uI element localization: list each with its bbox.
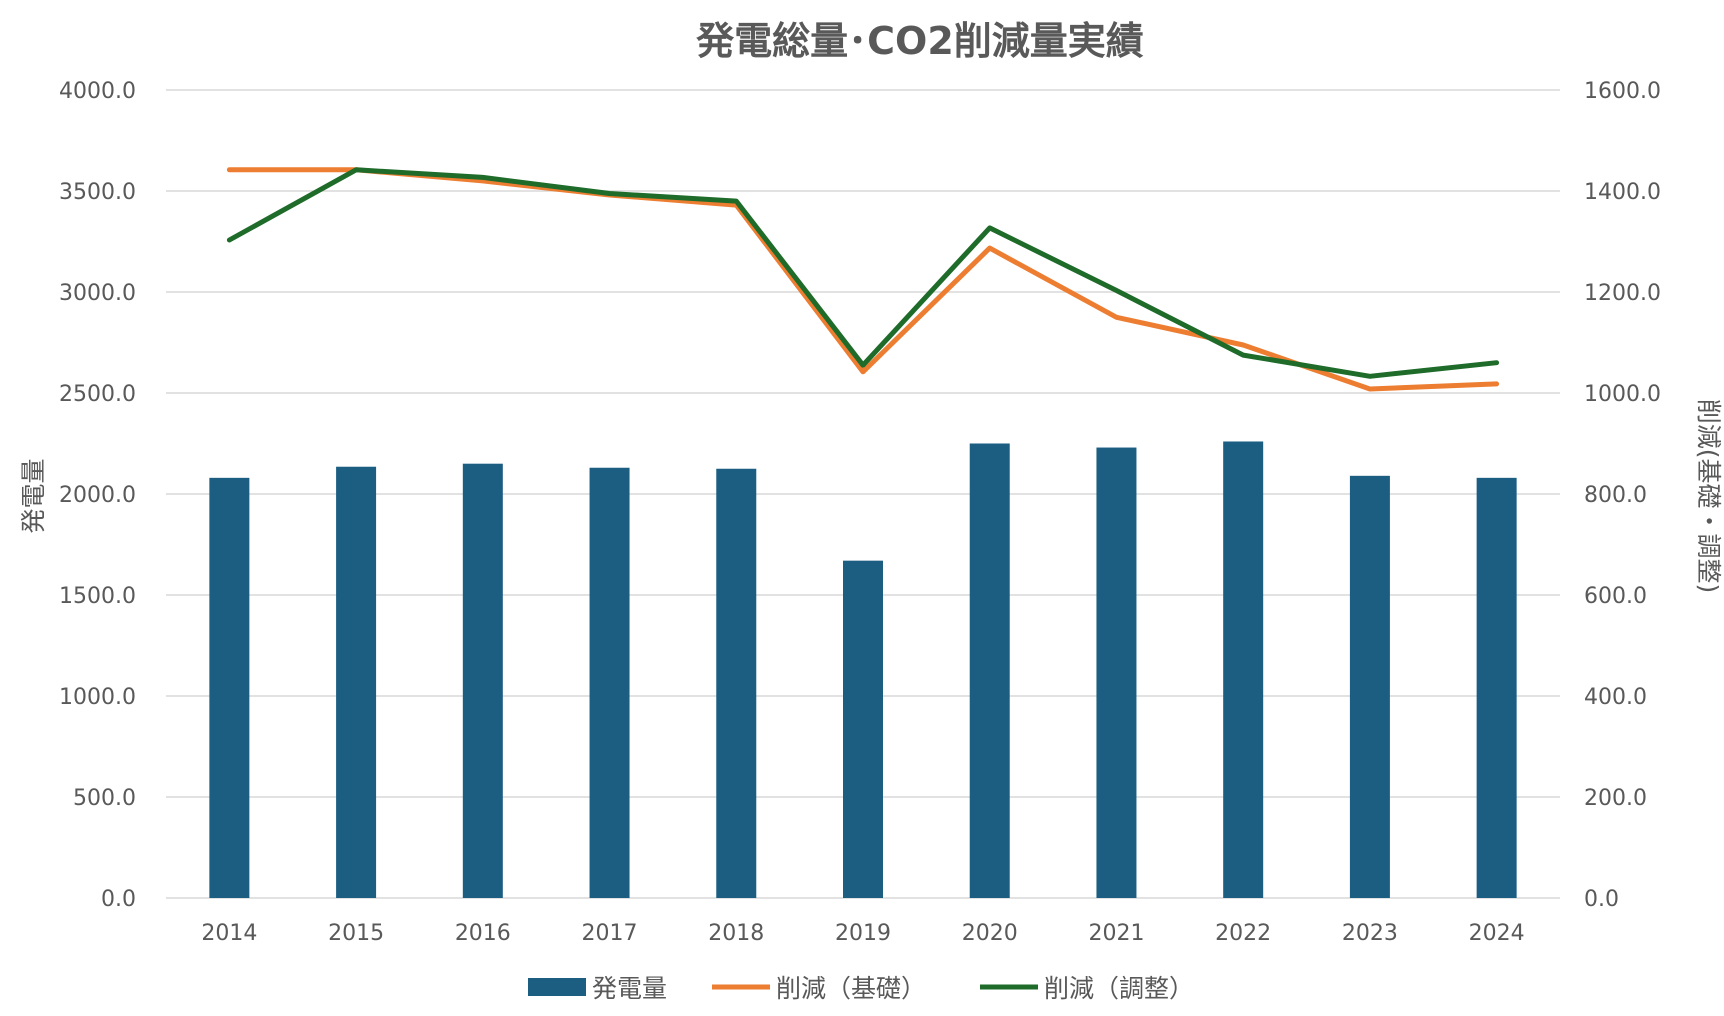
bar [843,560,883,898]
legend-label: 削減（調整） [1044,974,1194,1003]
x-tick-label: 2024 [1469,921,1525,946]
y-tick-label: 0.0 [101,887,136,912]
legend-label: 削減（基礎） [776,974,926,1003]
y-tick-label: 3500.0 [59,180,136,205]
x-tick-label: 2019 [835,921,891,946]
bar [1096,447,1137,898]
y2-tick-label: 400.0 [1584,685,1647,710]
line-chosei [226,167,1500,379]
y2-tick-label: 800.0 [1584,483,1647,508]
x-tick-label: 2018 [708,921,764,946]
y2-tick-label: 1200.0 [1584,281,1661,306]
bar [1223,441,1264,898]
bar [589,467,630,898]
legend: 発電量 削減（基礎） 削減（調整） [528,974,1194,1003]
bar [209,477,250,898]
x-tick-label: 2017 [582,921,638,946]
y-tick-label: 2500.0 [59,382,136,407]
x-tick-label: 2021 [1088,921,1144,946]
y-tick-label: 4000.0 [59,79,136,104]
y2-tick-label: 600.0 [1584,584,1647,609]
y2-axis-title: 削減(基礎・調整) [1694,399,1723,594]
y-tick-label: 1500.0 [59,584,136,609]
y-tick-label: 2000.0 [59,483,136,508]
x-tick-label: 2022 [1215,921,1271,946]
bar [1476,477,1517,898]
chart-title: 発電総量･CO2削減量実績 [696,19,1144,63]
y2-tick-label: 200.0 [1584,786,1647,811]
x-tick-label: 2020 [962,921,1018,946]
bar [1349,475,1390,898]
y-axis-title: 発電量 [19,458,48,533]
y2-tick-label: 1000.0 [1584,382,1661,407]
bar [716,468,757,898]
grid-lines [166,89,1560,899]
bar [336,466,377,898]
axis-labels: 0.0 500.0 1000.0 1500.0 2000.0 2500.0 3000.0 35… [59,79,1661,946]
legend-label: 発電量 [592,974,667,1003]
legend-swatch-bar [528,978,586,996]
bar-series [209,441,1517,898]
y2-tick-label: 1600.0 [1584,79,1661,104]
x-tick-label: 2016 [455,921,511,946]
x-tick-label: 2015 [328,921,384,946]
bar [462,463,503,898]
bar [969,443,1010,898]
line-series [226,167,1500,392]
y-tick-label: 3000.0 [59,281,136,306]
y-tick-label: 1000.0 [59,685,136,710]
x-tick-label: 2014 [201,921,257,946]
y2-tick-label: 1400.0 [1584,180,1661,205]
y-tick-label: 500.0 [73,786,136,811]
y2-tick-label: 0.0 [1584,887,1619,912]
x-tick-label: 2023 [1342,921,1398,946]
line-kiso [226,167,1500,392]
